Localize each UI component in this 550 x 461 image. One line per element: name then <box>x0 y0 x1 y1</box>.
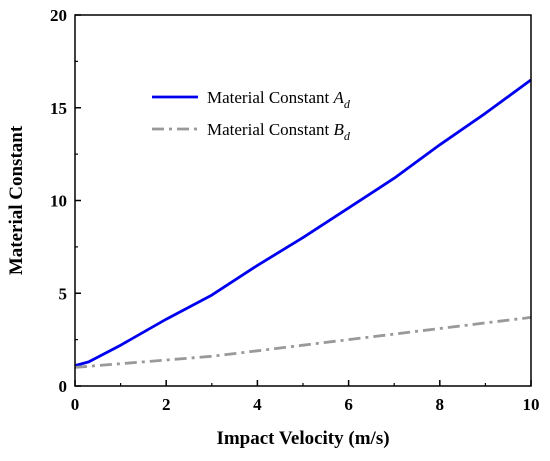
x-tick-label-4: 8 <box>436 395 445 414</box>
x-tick-label-0: 0 <box>71 395 80 414</box>
y-axis-title: Material Constant <box>6 125 27 275</box>
x-tick-label-2: 4 <box>253 395 262 414</box>
x-tick-label-3: 6 <box>344 395 353 414</box>
series-layer <box>74 78 532 369</box>
legend-label-1: Material Constant Bd <box>207 120 351 143</box>
series-line-1 <box>74 316 532 369</box>
series-line-0 <box>74 78 532 367</box>
y-tick-label-1: 5 <box>59 284 68 303</box>
x-tick-label-5: 10 <box>523 395 540 414</box>
plot-frame <box>74 14 532 387</box>
x-tick-label-1: 2 <box>162 395 171 414</box>
x-axis-title: Impact Velocity (m/s) <box>216 428 389 449</box>
legend-label-0: Material Constant Ad <box>207 88 351 111</box>
y-tick-label-0: 0 <box>59 377 68 396</box>
y-tick-label-2: 10 <box>50 192 67 211</box>
y-tick-label-3: 15 <box>50 99 67 118</box>
y-tick-label-4: 20 <box>50 6 67 25</box>
legend: Material Constant Ad Material Constant Bd <box>152 88 351 143</box>
ticks-layer: 0 2 4 6 8 10 0 5 10 15 20 <box>50 6 540 414</box>
